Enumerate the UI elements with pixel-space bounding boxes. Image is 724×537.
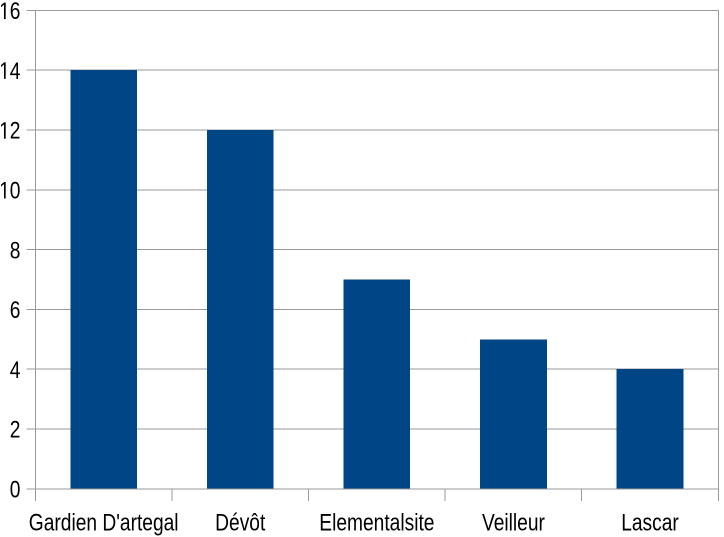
svg-text:6: 6 (10, 296, 21, 324)
svg-text:Dévôt: Dévôt (215, 509, 265, 537)
svg-text:8: 8 (10, 236, 21, 264)
svg-text:Veilleur: Veilleur (482, 509, 545, 537)
svg-text:Lascar: Lascar (621, 509, 679, 537)
svg-text:2: 2 (10, 416, 21, 444)
svg-text:Gardien D'artegal: Gardien D'artegal (29, 509, 179, 537)
svg-text:4: 4 (10, 356, 21, 384)
svg-text:0: 0 (10, 176, 21, 204)
svg-text:4: 4 (10, 57, 21, 85)
svg-text:6: 6 (10, 0, 21, 25)
svg-text:0: 0 (10, 476, 21, 504)
svg-text:2: 2 (10, 117, 21, 145)
svg-text:Elementalsite: Elementalsite (319, 509, 434, 537)
